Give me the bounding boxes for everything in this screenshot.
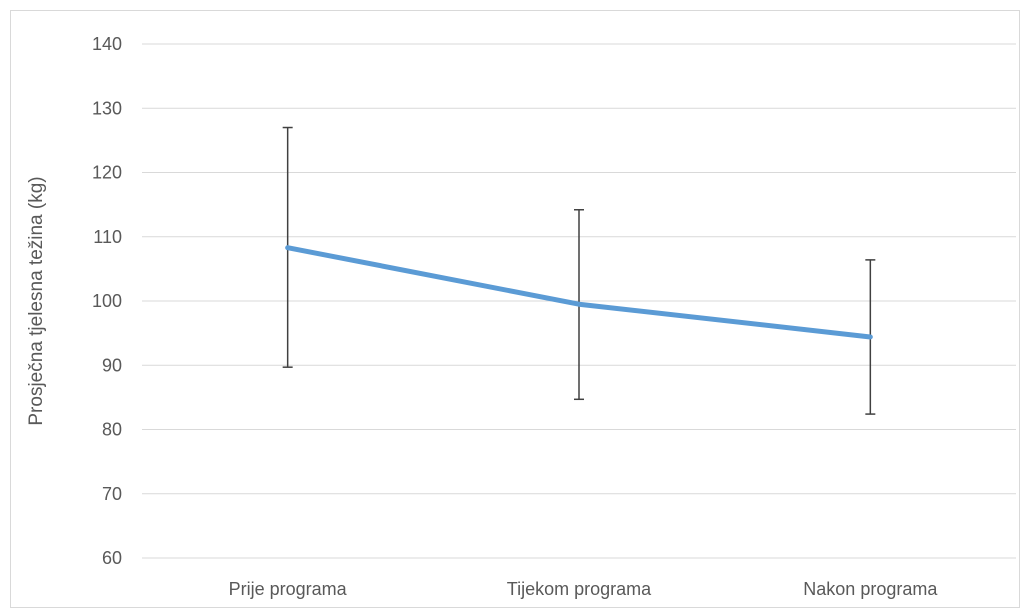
y-tick-label-110: 110 (93, 227, 122, 247)
data-point-3 (869, 336, 871, 338)
x-tick-label-2: Tijekom programa (507, 579, 652, 599)
y-tick-label-60: 60 (102, 548, 122, 568)
y-tick-label-100: 100 (92, 291, 122, 311)
series-lines (285, 245, 873, 340)
x-tick-labels: Prije programa Tijekom programa Nakon prog… (229, 579, 939, 599)
y-tick-label-120: 120 (92, 163, 122, 183)
y-tick-label-130: 130 (92, 98, 122, 118)
chart-frame (10, 10, 1020, 608)
y-tick-label-80: 80 (102, 420, 122, 440)
data-point-2 (578, 303, 580, 305)
x-tick-label-1: Prije programa (229, 579, 348, 599)
data-point-1 (287, 247, 289, 249)
y-tick-label-70: 70 (102, 484, 122, 504)
y-axis-title: Prosječna tjelesna težina (kg) (26, 176, 47, 425)
y-tick-label-90: 90 (102, 355, 122, 375)
x-tick-label-3: Nakon programa (803, 579, 938, 599)
y-tick-label-140: 140 (92, 34, 122, 54)
y-tick-labels: 60 70 80 90 100 110 120 130 140 (92, 34, 122, 568)
error-bars (282, 126, 876, 415)
